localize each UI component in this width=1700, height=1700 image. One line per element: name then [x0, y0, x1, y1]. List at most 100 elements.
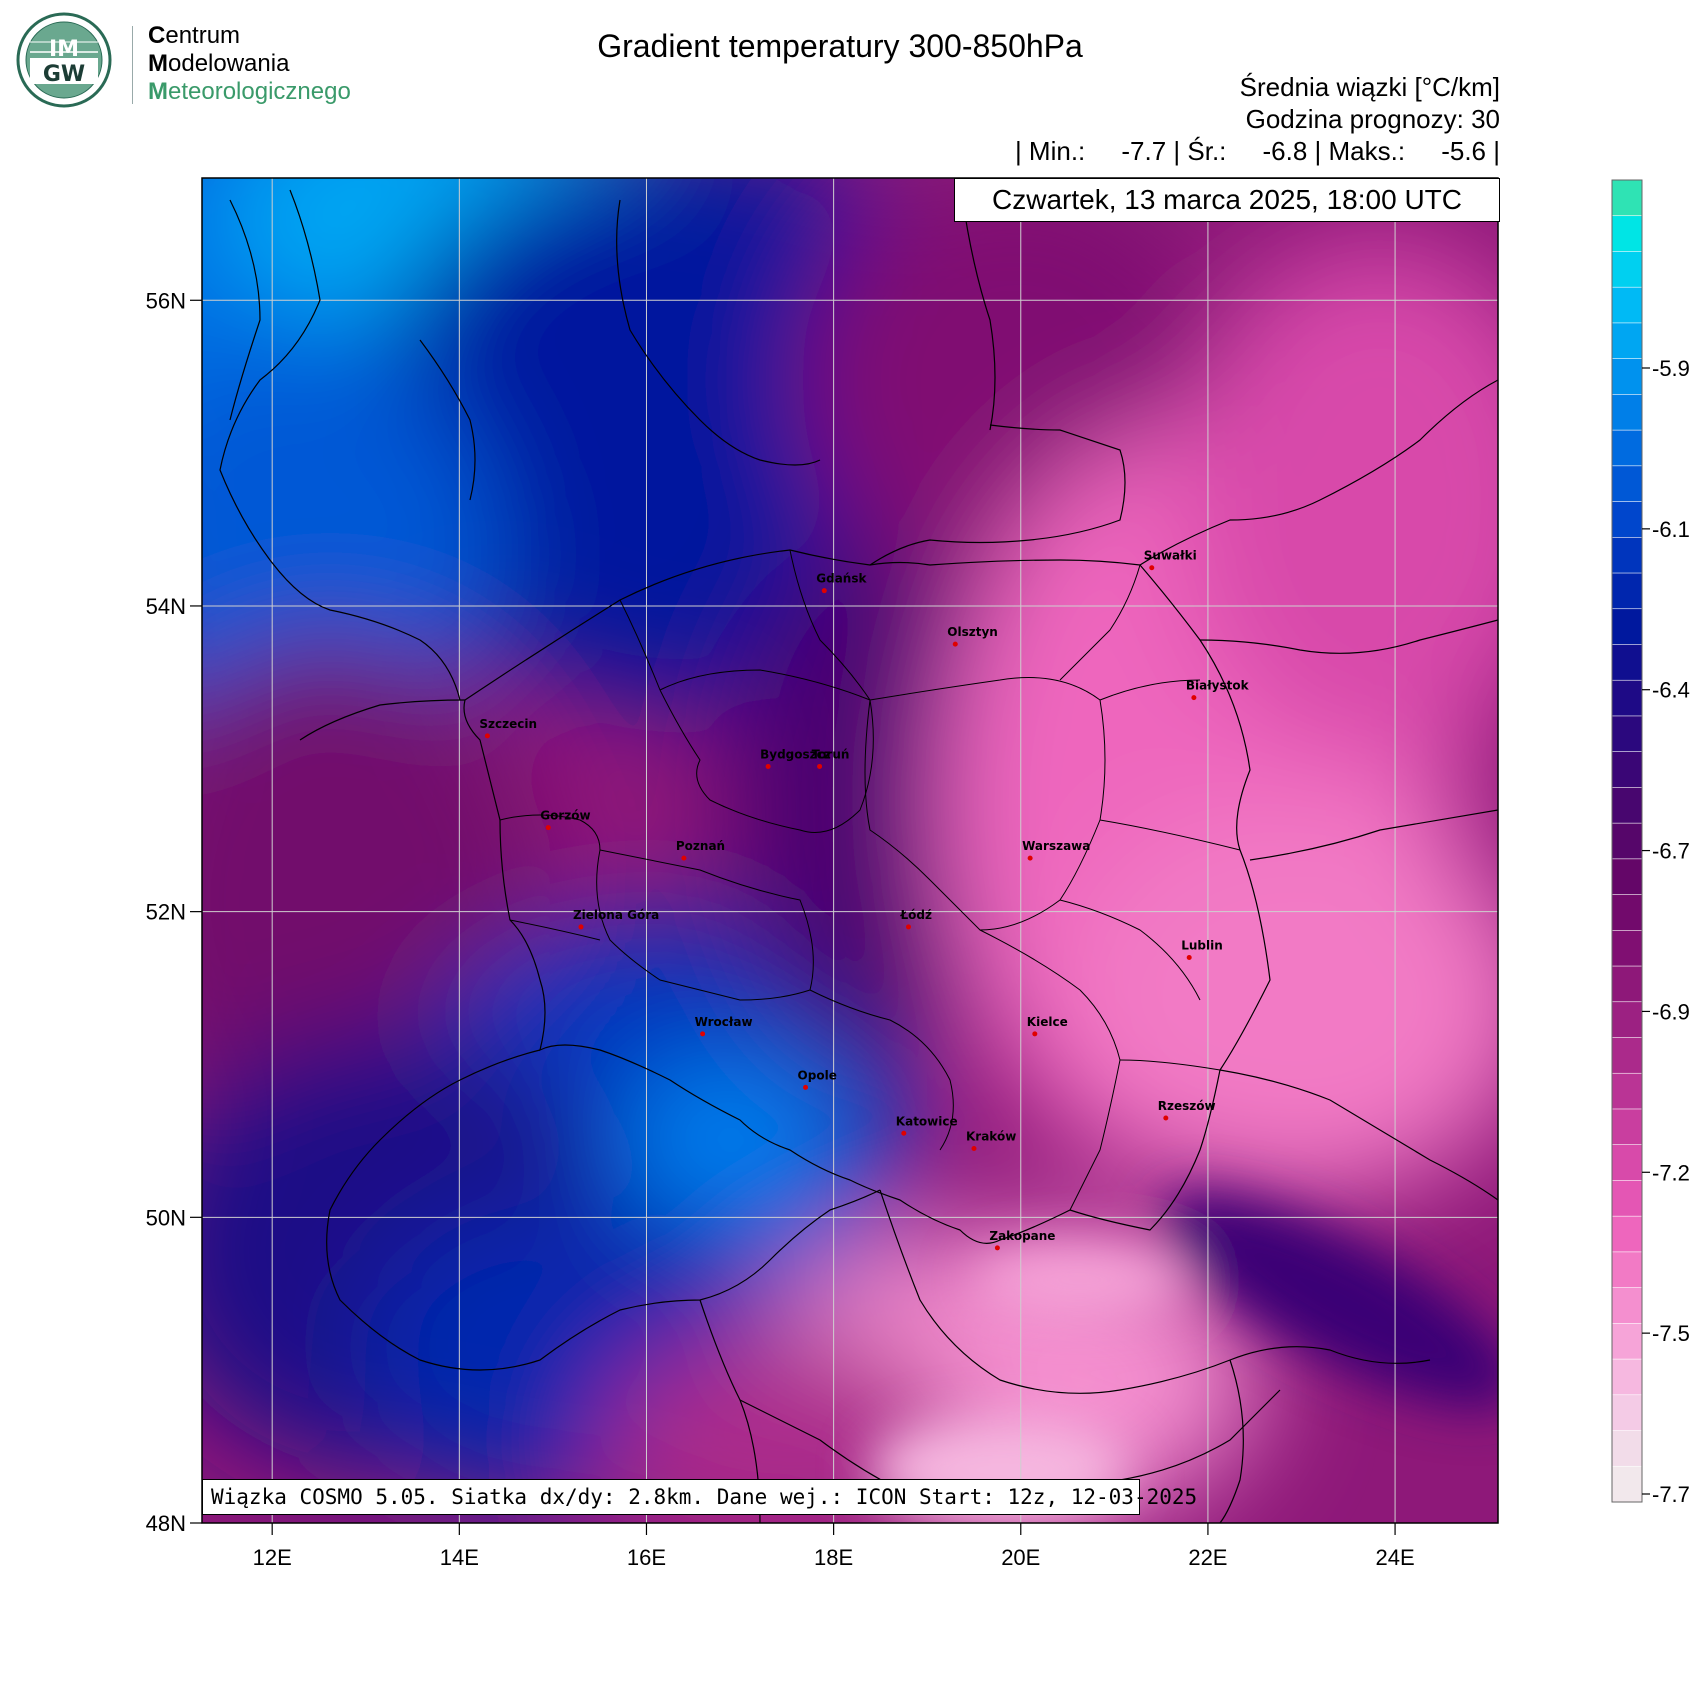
colorbar-swatch — [1611, 608, 1643, 646]
city-dot — [1163, 1115, 1169, 1121]
colorbar-swatch — [1611, 286, 1643, 324]
city-markers: Gdańsk Suwałki Olsztyn Białystok Szczecin Byd… — [479, 549, 1250, 1251]
imgw-logo-emblem: IM GW — [16, 12, 112, 108]
city-label: Suwałki — [1144, 549, 1197, 563]
colorbar-label: -7.7 — [1652, 1482, 1690, 1507]
colorbar-swatch — [1611, 536, 1643, 574]
colorbar-swatch — [1611, 1108, 1643, 1146]
logo-line-3: Meteorologicznego — [148, 78, 351, 105]
city-dot — [545, 825, 551, 831]
city-dot — [821, 588, 827, 594]
city-dot — [1186, 954, 1192, 960]
city-label: Rzeszów — [1158, 1099, 1216, 1113]
city-dot — [681, 855, 687, 861]
x-tick-label: 14E — [440, 1545, 479, 1570]
country-borders — [219, 179, 1499, 1524]
city-dot — [817, 763, 823, 769]
logo-separator — [132, 26, 133, 104]
colorbar-swatch — [1611, 1358, 1643, 1396]
city-dot — [1149, 565, 1155, 571]
city-dot — [901, 1130, 907, 1136]
city-dot — [1191, 695, 1197, 701]
city-label: Toruń — [812, 747, 850, 761]
city-label: Szczecin — [479, 717, 537, 731]
colorbar-swatch — [1611, 715, 1643, 753]
model-info-footer: Wiązka COSMO 5.05. Siatka dx/dy: 2.8km. … — [202, 1479, 1197, 1515]
y-tick-label: 56N — [146, 288, 186, 313]
colorbar-label: -7.2 — [1652, 1160, 1690, 1185]
colorbar-swatch — [1611, 358, 1643, 396]
city-dot — [578, 924, 584, 930]
colorbar-swatch — [1611, 429, 1643, 467]
city-label: Wrocław — [695, 1015, 753, 1029]
city-dot — [1027, 855, 1033, 861]
city-label: Poznań — [676, 839, 725, 853]
colorbar-swatch — [1611, 965, 1643, 1003]
colorbar-swatch — [1611, 679, 1643, 717]
city-dot — [952, 641, 958, 647]
city-label: Białystok — [1186, 679, 1250, 693]
city-dot — [905, 924, 911, 930]
colorbar-swatch — [1611, 1287, 1643, 1325]
colorbar-label: -7.5 — [1652, 1321, 1690, 1346]
city-label: Katowice — [896, 1114, 958, 1128]
city-label: Olsztyn — [947, 625, 998, 639]
colorbar-swatch — [1611, 1465, 1643, 1503]
city-dot — [994, 1245, 1000, 1251]
svg-text:IM: IM — [49, 37, 79, 62]
city-label: Warszawa — [1022, 839, 1090, 853]
colorbar-label: -5.9 — [1652, 356, 1690, 381]
colorbar-swatch — [1611, 1037, 1643, 1075]
city-label: Opole — [798, 1068, 837, 1082]
x-tick-label: 16E — [627, 1545, 666, 1570]
city-label: Lublin — [1181, 938, 1223, 952]
colorbar-swatch — [1611, 501, 1643, 539]
colorbar-swatch — [1611, 465, 1643, 503]
colorbar-swatch — [1611, 858, 1643, 896]
x-tick-label: 22E — [1188, 1545, 1227, 1570]
colorbar-swatch — [1611, 787, 1643, 824]
colorbar-label: -6.1 — [1652, 517, 1690, 542]
colorbar-swatch — [1611, 822, 1643, 860]
map-frame — [201, 177, 1499, 1524]
colorbar-swatch — [1611, 930, 1643, 967]
svg-text:GW: GW — [43, 62, 85, 87]
y-tick-label: 48N — [146, 1511, 186, 1536]
city-label: Bydgoszcz — [760, 747, 831, 761]
city-label: Zakopane — [989, 1229, 1055, 1243]
x-tick-label: 20E — [1001, 1545, 1040, 1570]
colorbar-swatch — [1611, 322, 1643, 360]
logo-line-1: Centrum — [148, 22, 241, 49]
longitude-axis: 12E 14E 16E 18E 20E 22E 24E — [253, 1523, 1415, 1570]
y-tick-label: 50N — [146, 1205, 186, 1230]
colorbar-swatch — [1611, 1323, 1643, 1360]
city-label: Gorzów — [540, 809, 590, 823]
colorbar-swatch — [1611, 1394, 1643, 1432]
temperature-gradient-field — [202, 178, 1498, 1523]
colorbar-swatch — [1611, 251, 1643, 288]
y-tick-label: 52N — [146, 900, 186, 925]
info-forecast-hour: Godzina prognozy: 30 — [1245, 104, 1500, 134]
info-statistics: | Min.: -7.7 | Śr.: -6.8 | Maks.: -5.6 | — [1014, 136, 1500, 166]
city-label: Kraków — [966, 1130, 1016, 1144]
forecast-date-label: Czwartek, 13 marca 2025, 18:00 UTC — [954, 178, 1500, 222]
city-dot — [803, 1084, 809, 1090]
logo-line-2: Modelowania — [148, 50, 290, 77]
city-label: Zielona Góra — [573, 908, 659, 922]
colorbar-swatch — [1611, 1251, 1643, 1289]
city-dot — [971, 1146, 977, 1152]
colorbar-frame — [1611, 179, 1643, 1503]
x-tick-label: 24E — [1375, 1545, 1414, 1570]
map-title: Gradient temperatury 300-850hPa — [597, 28, 1083, 64]
city-label: Kielce — [1027, 1015, 1068, 1029]
colorbar-label: -6.9 — [1652, 999, 1690, 1024]
colorbar-swatch — [1611, 644, 1643, 682]
colorbar-swatch — [1611, 572, 1643, 610]
x-tick-label: 18E — [814, 1545, 853, 1570]
colorbar-swatch — [1611, 894, 1643, 932]
colorbar-swatch — [1611, 751, 1643, 789]
colorbar-swatch — [1611, 1215, 1643, 1253]
city-label: Łódź — [899, 908, 932, 922]
colorbar-swatch — [1611, 215, 1643, 253]
